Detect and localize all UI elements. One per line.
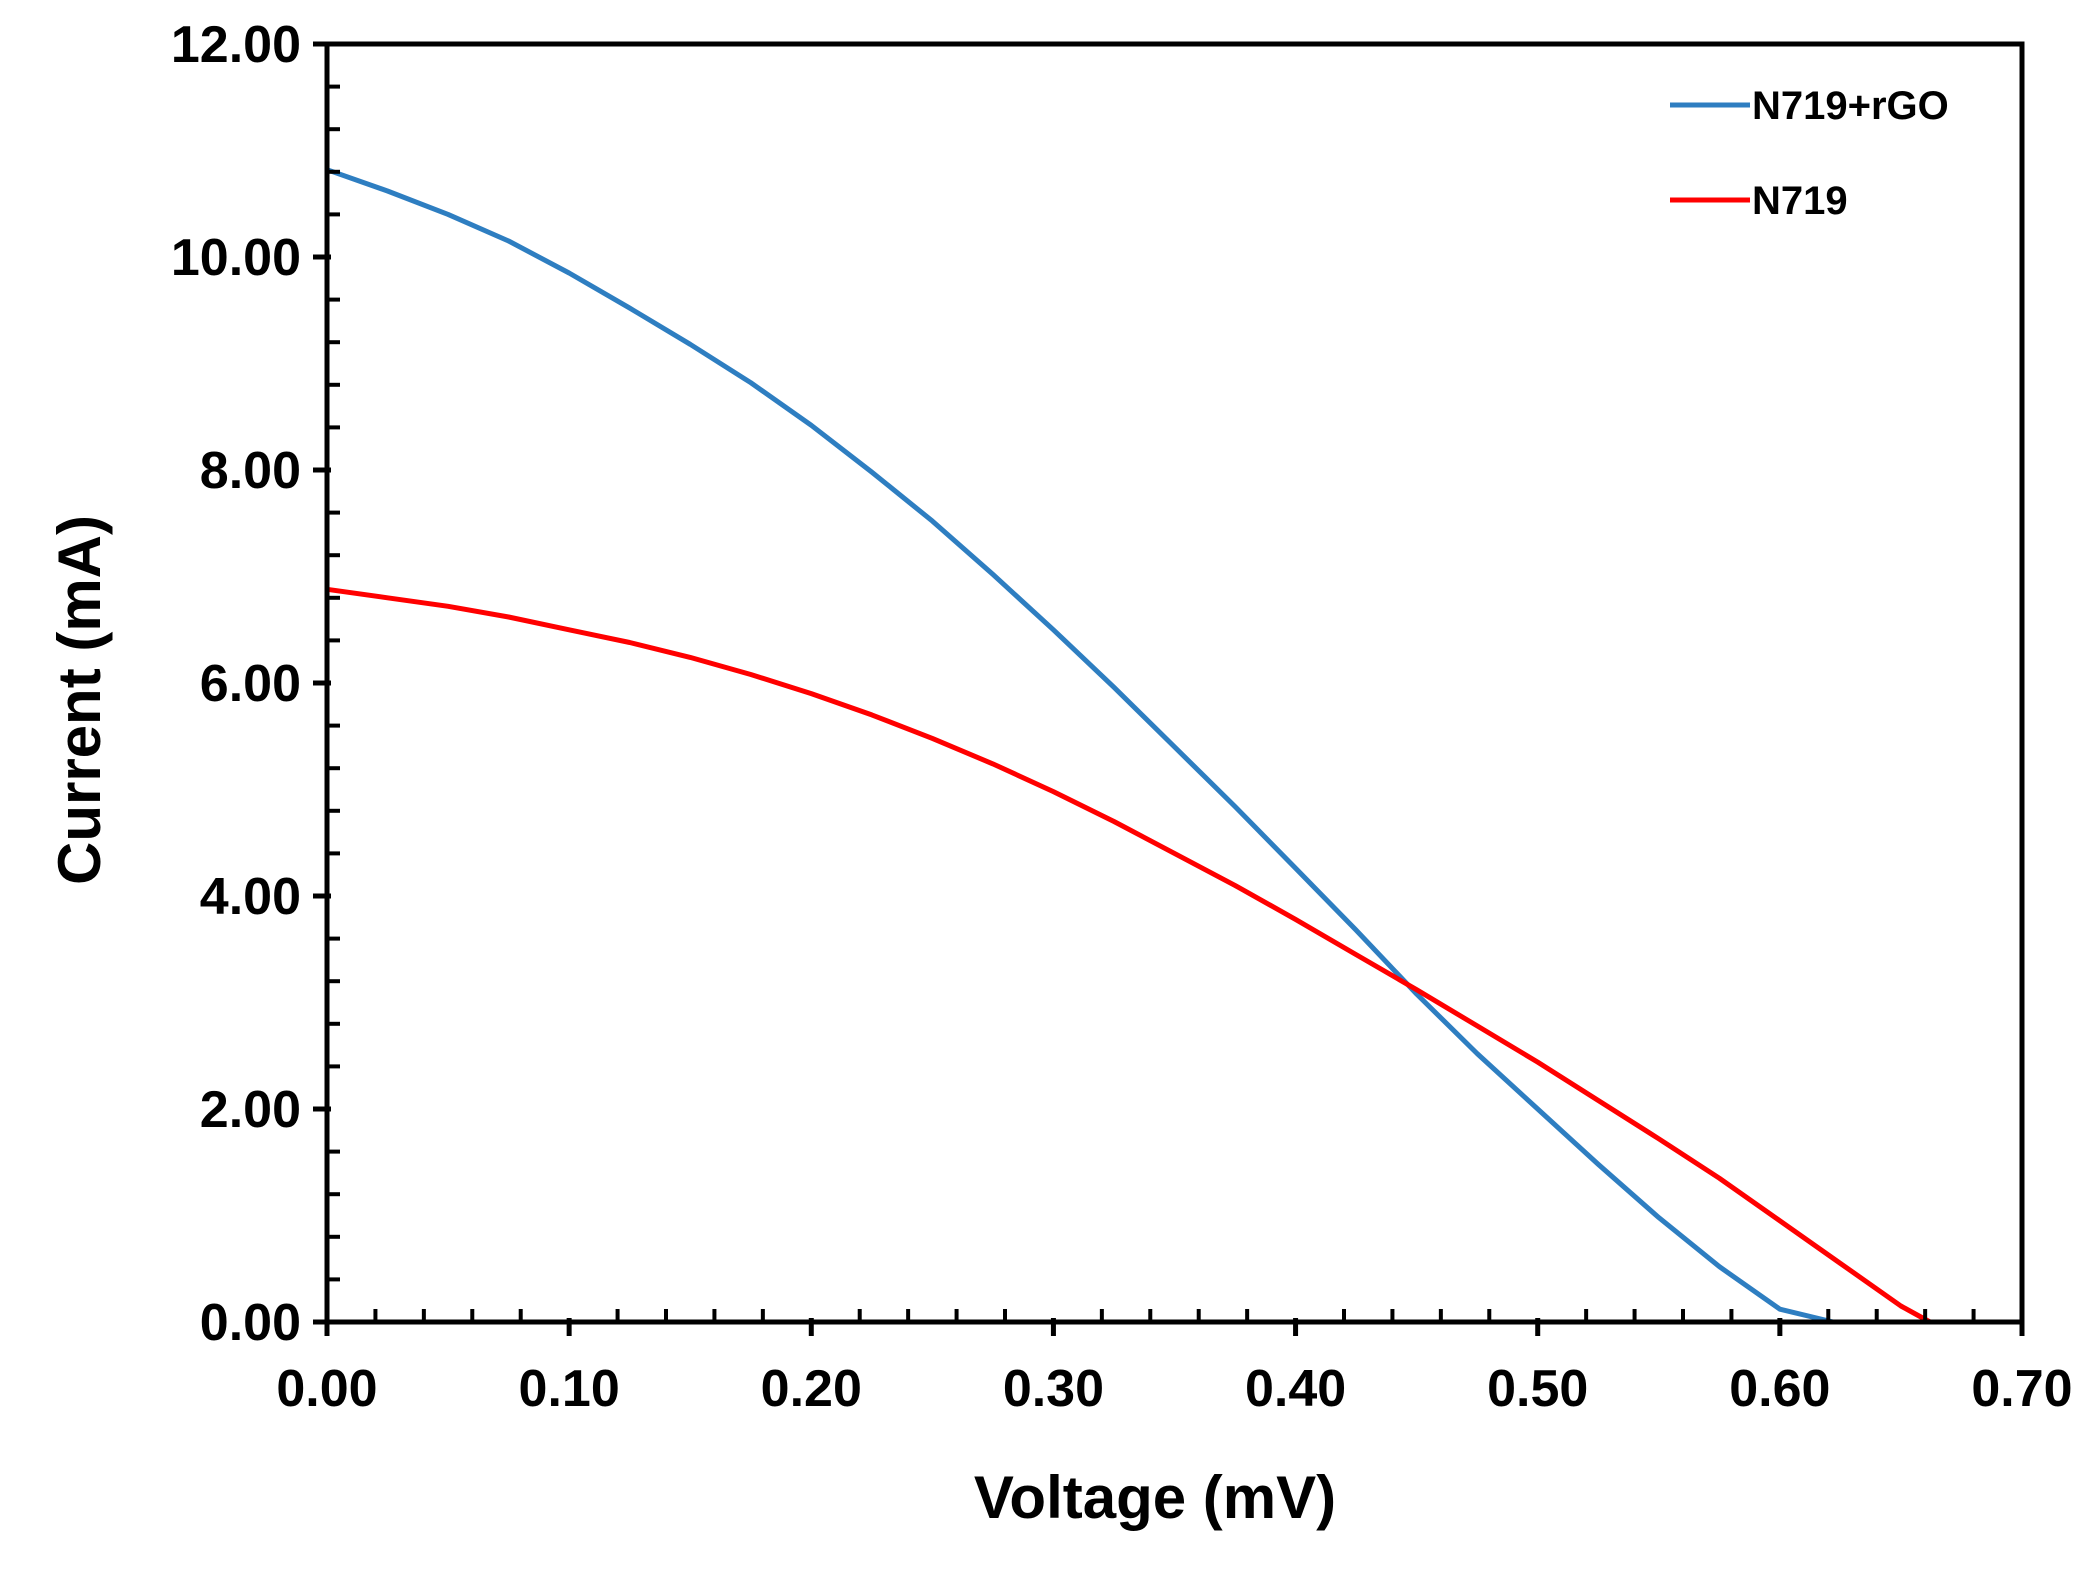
- series-line-n719-rgo: [324, 167, 1836, 1325]
- y-tick-label: 4.00: [200, 868, 301, 926]
- x-tick-label: 0.70: [1971, 1360, 2072, 1418]
- y-tick-label: 8.00: [200, 442, 301, 500]
- x-tick-label: 0.60: [1729, 1360, 1830, 1418]
- x-tick-label: 0.00: [276, 1360, 377, 1418]
- x-tick-label: 0.20: [761, 1360, 862, 1418]
- y-tick-label: 12.00: [171, 16, 301, 74]
- x-tick-label: 0.40: [1245, 1360, 1346, 1418]
- ticks-layer: [313, 41, 2025, 1336]
- legend-label: N719: [1752, 179, 1848, 223]
- tick-labels-layer: 0.00 0.10 0.20 0.30 0.40 0.50 0.60 0.70 0.00 2.00…: [171, 16, 2073, 1418]
- x-tick-label: 0.50: [1487, 1360, 1588, 1418]
- legend-label: N719+rGO: [1752, 84, 1949, 128]
- y-tick-label: 2.00: [200, 1081, 301, 1139]
- y-tick-label: 0.00: [200, 1294, 301, 1352]
- y-tick-label: 6.00: [200, 655, 301, 713]
- y-tick-label: 10.00: [171, 229, 301, 287]
- x-axis-title: Voltage (mV): [974, 1464, 1336, 1531]
- y-axis-title: Current (mA): [46, 515, 113, 885]
- x-tick-label: 0.10: [519, 1360, 620, 1418]
- legend: N719+rGO N719: [1670, 84, 1949, 223]
- series-line-n719: [324, 586, 1933, 1325]
- series-layer: [324, 167, 1933, 1325]
- x-tick-label: 0.30: [1003, 1360, 1104, 1418]
